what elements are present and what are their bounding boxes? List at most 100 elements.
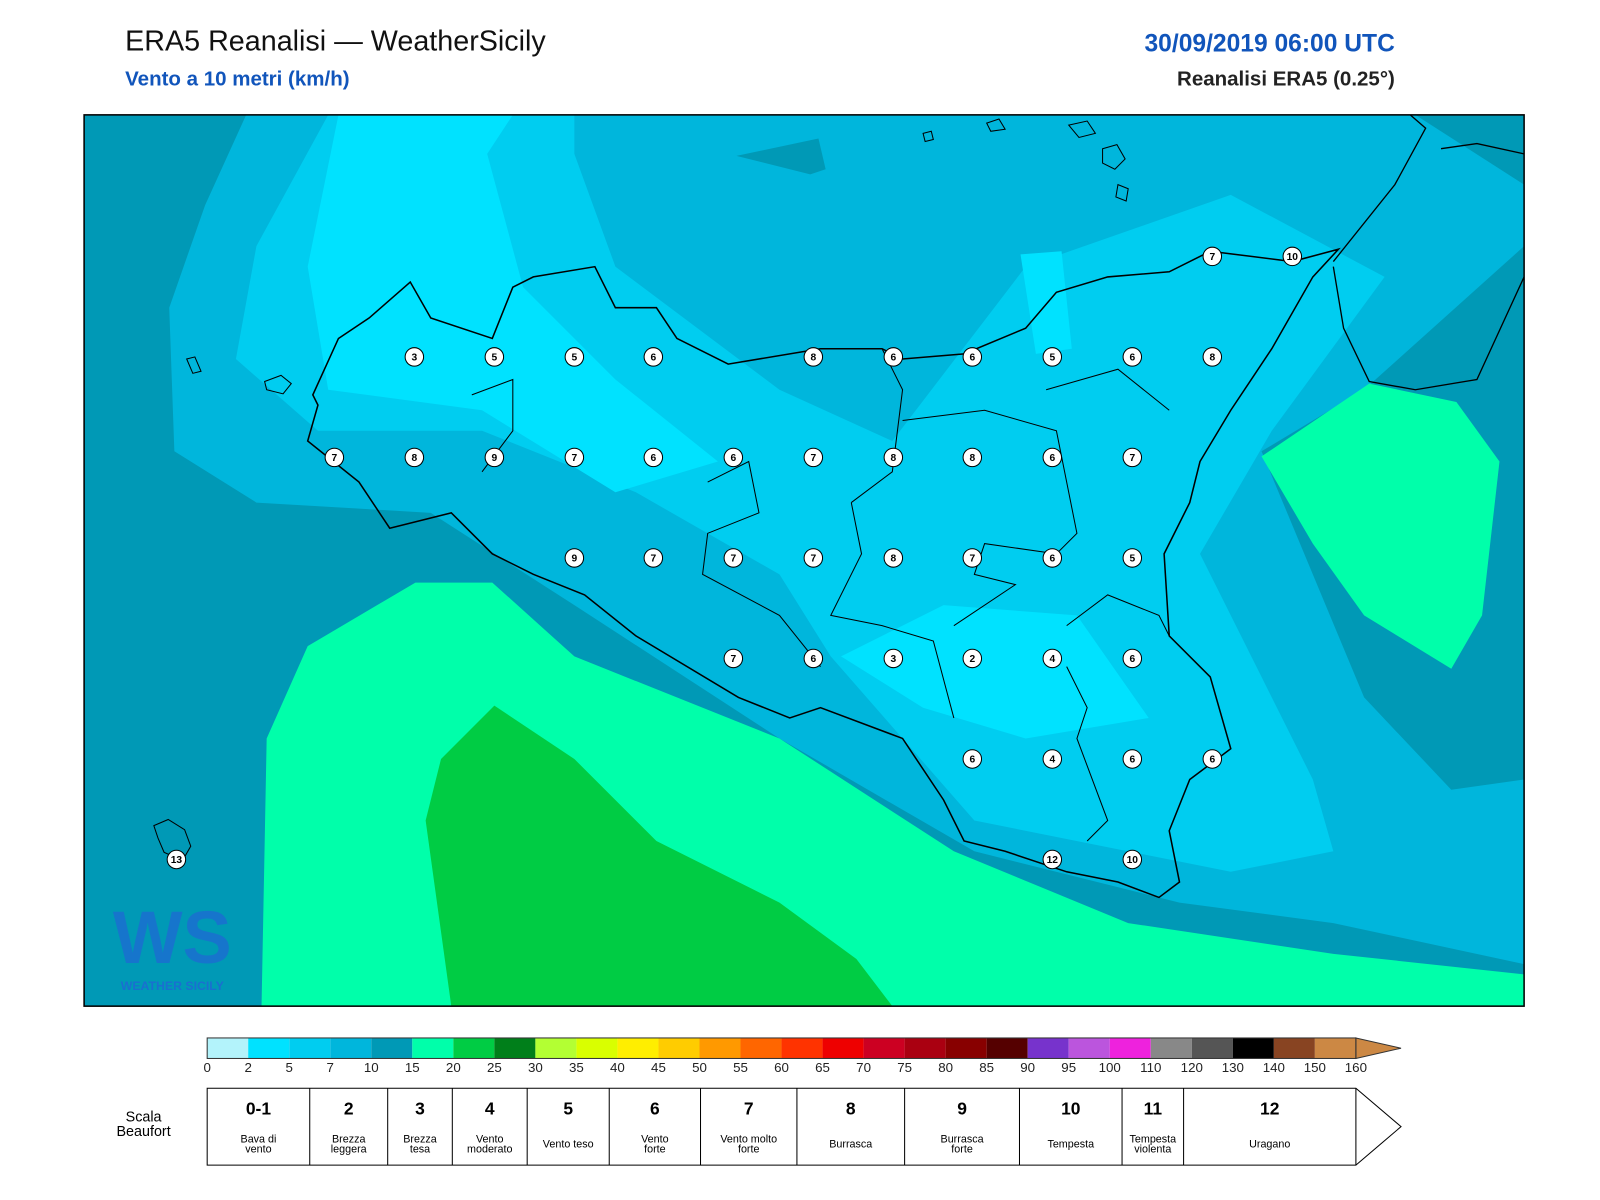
color-step — [207, 1037, 249, 1059]
color-step — [1068, 1037, 1110, 1059]
beaufort-force: 3 — [415, 1098, 425, 1118]
colorbar-tick-label: 140 — [1263, 1060, 1285, 1075]
station-marker — [1042, 849, 1063, 870]
station-marker — [962, 548, 983, 568]
beaufort-name: vento — [245, 1144, 271, 1156]
station-value: 7 — [810, 453, 816, 464]
colorbar-tick-label: 40 — [610, 1060, 625, 1075]
wind-field — [736, 138, 826, 175]
station-value: 6 — [890, 353, 896, 364]
beaufort-name: Tempesta — [1130, 1133, 1177, 1145]
stations: 7 10 3 5 5 6 8 6 6 5 6 8 7 8 9 7 6 6 7 8 8 6 7 9 7 7 7 8 7 6 5 7 6 3 2 4 6 6 4… — [166, 246, 1303, 870]
colorbar-tick-label: 35 — [569, 1060, 584, 1075]
station-marker — [723, 447, 744, 468]
colorbar-tick-label: 50 — [692, 1060, 707, 1075]
station-value: 7 — [810, 554, 816, 565]
station-marker — [1042, 648, 1063, 669]
station-marker — [643, 548, 664, 568]
station-value: 7 — [730, 654, 736, 665]
title: ERA5 Reanalisi — WeatherSicily — [125, 26, 546, 58]
beaufort-label: Scala — [126, 1110, 162, 1126]
station-value: 5 — [1049, 353, 1055, 364]
beaufort-name: Bava di — [241, 1133, 277, 1145]
station-value: 3 — [890, 654, 896, 665]
station-value: 7 — [332, 453, 338, 464]
beaufort-force: 0-1 — [246, 1098, 271, 1118]
station-value: 12 — [1047, 855, 1059, 866]
beaufort-name: violenta — [1134, 1144, 1171, 1156]
station-value: 2 — [969, 654, 975, 665]
beaufort-force: 9 — [957, 1098, 967, 1118]
color-step — [535, 1037, 577, 1059]
coastline — [306, 247, 1341, 899]
color-step — [289, 1037, 331, 1059]
station-marker — [1282, 246, 1303, 267]
beaufort-name: Vento molto — [720, 1133, 777, 1145]
island — [153, 118, 1129, 862]
station-marker — [1122, 548, 1143, 568]
station-value: 6 — [1129, 755, 1135, 766]
station-value: 5 — [492, 353, 498, 364]
subtitle: Vento a 10 metri (km/h) — [125, 67, 349, 90]
station-marker — [883, 447, 904, 468]
colorbar-tick-label: 2 — [244, 1060, 251, 1075]
station-marker — [324, 447, 345, 468]
station-value: 13 — [171, 855, 183, 866]
colorbar-tick-label: 10 — [364, 1060, 379, 1075]
beaufort-force: 8 — [846, 1098, 856, 1118]
colorbar-tick-label: 25 — [487, 1060, 502, 1075]
color-step — [863, 1037, 905, 1059]
color-step — [1150, 1037, 1192, 1059]
station-value: 7 — [650, 554, 656, 565]
color-step — [1314, 1037, 1356, 1059]
station-value: 7 — [1129, 453, 1135, 464]
station-value: 9 — [492, 453, 498, 464]
station-value: 6 — [1129, 654, 1135, 665]
station-marker — [962, 648, 983, 669]
beaufort-name: Vento — [641, 1133, 669, 1145]
station-marker — [962, 749, 983, 769]
station-value: 8 — [810, 353, 816, 364]
station-marker — [723, 548, 744, 568]
colorbar-tick-label: 55 — [733, 1060, 748, 1075]
beaufort-label: Beaufort — [116, 1124, 170, 1140]
beaufort-name: moderato — [467, 1144, 512, 1156]
station-marker — [1202, 347, 1223, 367]
beaufort-name: forte — [951, 1144, 973, 1156]
station-marker — [803, 347, 824, 367]
station-marker — [404, 347, 425, 367]
beaufort-name: Brezza — [332, 1133, 365, 1145]
station-value: 6 — [810, 654, 816, 665]
beaufort-force: 2 — [344, 1098, 354, 1118]
station-marker — [1122, 347, 1143, 367]
logo-mark: WS — [113, 896, 232, 979]
station-marker — [1042, 347, 1063, 367]
station-value: 8 — [969, 453, 975, 464]
station-value: 4 — [1049, 654, 1055, 665]
station-marker — [962, 347, 983, 367]
wind-field — [1020, 251, 1072, 354]
station-value: 7 — [730, 554, 736, 565]
color-step — [453, 1037, 495, 1059]
beaufort-name: Burrasca — [829, 1138, 872, 1150]
station-marker — [1202, 246, 1223, 267]
date: 30/09/2019 06:00 UTC — [1144, 31, 1395, 58]
colorbar: 0 2 5 7 10 15 20 25 30 35 40 45 50 55 60 65 70 75 80 85 90 95… — [203, 1037, 1402, 1075]
colorbar-tick-label: 85 — [979, 1060, 994, 1075]
station-marker — [1042, 548, 1063, 568]
colorbar-tick-label: 95 — [1061, 1060, 1076, 1075]
station-marker — [883, 347, 904, 367]
beaufort-name: tesa — [410, 1144, 430, 1156]
color-step — [371, 1037, 413, 1059]
color-step — [412, 1037, 454, 1059]
station-marker — [1122, 849, 1143, 870]
station-marker — [1122, 749, 1143, 769]
beaufort-name: Vento teso — [543, 1138, 594, 1150]
station-marker — [803, 548, 824, 568]
station-value: 6 — [730, 453, 736, 464]
station-value: 10 — [1127, 855, 1139, 866]
station-marker — [564, 347, 585, 367]
beaufort-force: 12 — [1260, 1098, 1279, 1118]
color-step — [781, 1037, 823, 1059]
colorbar-tick-label: 30 — [528, 1060, 543, 1075]
